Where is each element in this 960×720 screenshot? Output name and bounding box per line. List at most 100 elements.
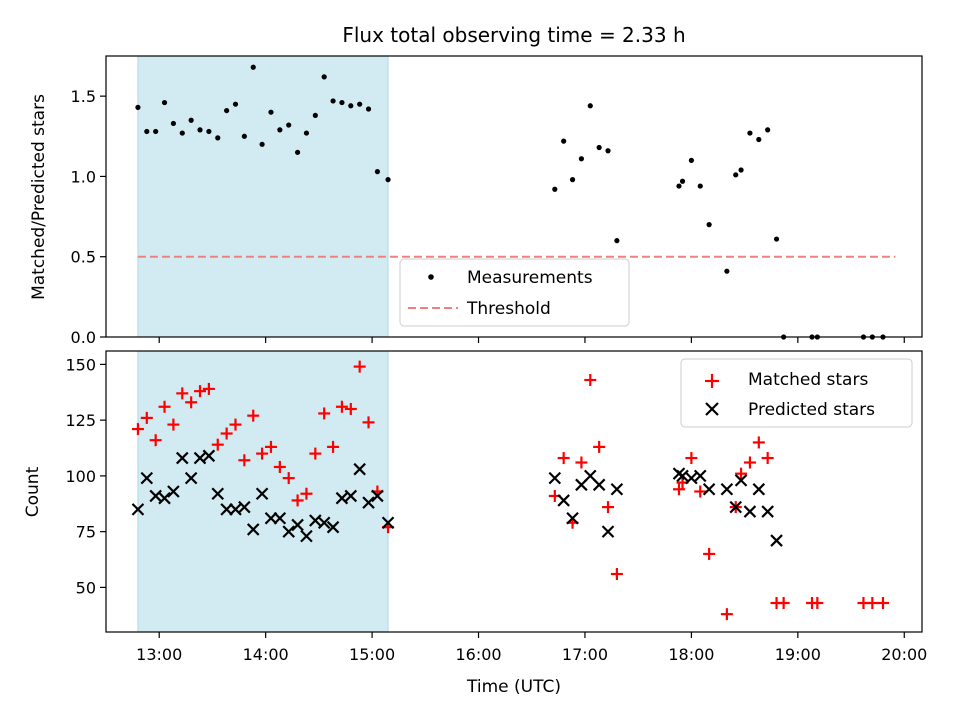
matched-point	[229, 418, 242, 431]
matched-point	[362, 416, 375, 429]
matched-point	[256, 447, 269, 460]
measurement-point	[321, 74, 327, 80]
x-tick-label: 20:00	[881, 645, 927, 664]
measurement-point	[697, 183, 703, 189]
measurement-point	[268, 109, 274, 115]
predicted-point	[149, 489, 162, 503]
matched-point	[353, 360, 366, 373]
y-tick-label: 75	[76, 523, 96, 542]
measurement-point	[552, 186, 558, 192]
predicted-point	[291, 518, 304, 532]
predicted-point	[229, 503, 242, 516]
predicted-point	[592, 478, 606, 492]
predicted-point	[557, 494, 570, 507]
measurement-point	[144, 128, 150, 135]
measurement-point	[232, 101, 239, 107]
predicted-point	[381, 516, 395, 530]
y-axis-label: Matched/Predicted stars	[29, 94, 49, 300]
predicted-point	[734, 474, 748, 487]
predicted-point	[685, 471, 698, 485]
measurement-point	[569, 177, 576, 183]
matched-point	[247, 409, 260, 422]
x-tick-label: 18:00	[668, 645, 714, 664]
measurement-point	[679, 178, 686, 184]
legend-marker-predicted	[705, 402, 719, 416]
y-tick-label: 50	[76, 578, 96, 597]
measurement-point	[578, 156, 585, 162]
matched-point	[720, 608, 733, 621]
measurement-point	[348, 103, 354, 109]
matched-point	[264, 440, 277, 453]
x-tick-label: 13:00	[136, 645, 182, 664]
ratio-panel: 0.0 0.5 1.0 1.5 Matched/Predicted stars Mea…	[29, 55, 923, 347]
matched-point	[703, 547, 716, 560]
measurement-point	[339, 99, 345, 106]
legend-label-matched: Matched stars	[748, 370, 868, 390]
predicted-point	[176, 451, 189, 465]
matched-point	[238, 454, 251, 467]
legend-marker-matched	[705, 374, 719, 388]
predicted-point	[548, 471, 562, 485]
legend-box	[399, 258, 630, 327]
matched-point	[761, 452, 774, 465]
matched-point	[140, 411, 153, 424]
predicted-point	[601, 525, 615, 538]
x-tick-label: 19:00	[775, 645, 821, 664]
matched-point	[335, 400, 348, 413]
x-axis-ticks: 13:00 14:00 15:00 16:00 17:00 18:00 19:00 20:00	[136, 632, 927, 664]
measurement-point	[596, 144, 602, 151]
matched-point	[211, 438, 224, 451]
measurement-point	[733, 172, 739, 178]
predicted-point	[353, 462, 366, 476]
matched-point	[575, 456, 588, 469]
plot-frame	[105, 350, 923, 633]
predicted-point	[255, 487, 269, 501]
matched-point	[777, 597, 790, 610]
measurement-point	[241, 133, 247, 139]
legend-label-threshold: Threshold	[466, 299, 551, 319]
matched-point	[685, 452, 698, 465]
legend-label-measurements: Measurements	[467, 268, 593, 288]
measurement-point	[259, 141, 265, 147]
y-tick-label: 150	[65, 355, 96, 374]
matched-point	[743, 456, 756, 469]
predicted-point	[246, 523, 260, 536]
predicted-point	[193, 451, 207, 465]
predicted-point	[702, 482, 716, 496]
measurement-point	[706, 222, 712, 228]
legend-marker-measurements	[428, 274, 434, 280]
measurement-point	[676, 183, 682, 189]
measurement-point	[587, 103, 593, 109]
predicted-point	[317, 516, 331, 530]
figure-title: Flux total observing time = 2.33 h	[342, 23, 685, 47]
measurement-point	[773, 236, 780, 242]
y-tick-label: 1.5	[71, 87, 96, 106]
predicted-point	[770, 534, 783, 547]
matched-point	[131, 423, 144, 436]
measurement-point	[277, 127, 283, 133]
matched-point	[610, 568, 623, 581]
predicted-point	[566, 511, 579, 525]
matched-point	[185, 396, 198, 409]
measurement-point	[303, 130, 310, 136]
matched-point	[149, 434, 162, 447]
matched-point	[811, 597, 824, 610]
predicted-point	[676, 469, 689, 483]
predicted-point	[720, 482, 734, 496]
x-axis-ticks	[158, 337, 905, 343]
matched-point	[176, 387, 189, 400]
predicted-point	[238, 500, 251, 514]
measurement-point	[738, 167, 744, 173]
x-tick-label: 14:00	[243, 645, 289, 664]
matched-point	[291, 494, 304, 507]
matched-point	[735, 467, 748, 480]
matched-point	[602, 501, 615, 514]
measurement-point	[605, 148, 611, 154]
predicted-point	[202, 449, 216, 463]
predicted-point	[300, 529, 313, 543]
matched-point	[694, 485, 707, 498]
measurement-point	[365, 106, 372, 112]
predicted-point	[335, 491, 349, 505]
measurement-point	[688, 157, 694, 163]
